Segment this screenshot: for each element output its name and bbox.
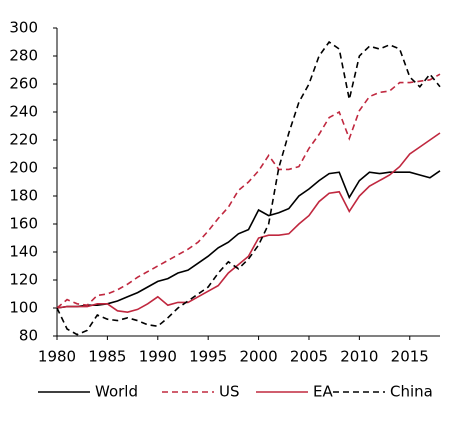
legend-label: US xyxy=(219,383,240,401)
y-tick-label: 100 xyxy=(9,299,38,317)
legend-label: China xyxy=(390,383,433,401)
y-tick-label: 80 xyxy=(19,327,38,345)
x-tick-label: 1980 xyxy=(38,348,76,366)
series-line xyxy=(56,132,441,314)
x-tick-label: 2010 xyxy=(340,348,378,366)
x-tick-label: 1990 xyxy=(139,348,177,366)
legend-label: World xyxy=(95,383,138,401)
y-tick-label: 260 xyxy=(9,75,38,93)
legend-label: EA xyxy=(313,383,333,401)
y-tick-label: 200 xyxy=(9,159,38,177)
series-line xyxy=(56,170,441,309)
y-tick-label: 180 xyxy=(9,187,38,205)
x-tick-label: 1985 xyxy=(88,348,126,366)
y-tick-label: 140 xyxy=(9,243,38,261)
y-tick-label: 220 xyxy=(9,131,38,149)
x-tick-label: 2005 xyxy=(290,348,328,366)
y-tick-label: 300 xyxy=(9,19,38,37)
y-tick-label: 120 xyxy=(9,271,38,289)
y-tick-label: 240 xyxy=(9,103,38,121)
series-line xyxy=(56,73,441,309)
x-tick-label: 1995 xyxy=(189,348,227,366)
y-tick-label: 280 xyxy=(9,47,38,65)
x-tick-label: 2000 xyxy=(239,348,277,366)
x-tick-label: 2015 xyxy=(391,348,429,366)
series-line xyxy=(56,40,441,336)
y-tick-label: 160 xyxy=(9,215,38,233)
